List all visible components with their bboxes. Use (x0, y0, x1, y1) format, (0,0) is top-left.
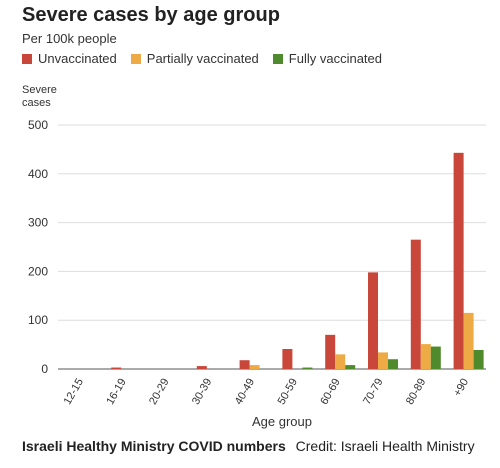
bar-fully-vaccinated-70-79 (388, 359, 398, 369)
bar-unvaccinated-80-89 (410, 239, 421, 369)
x-tick-label: 70-79 (361, 377, 385, 407)
legend-label-partially-vaccinated: Partially vaccinated (146, 51, 259, 66)
y-tick-label: 100 (28, 313, 48, 327)
x-tick-label: 60-69 (318, 377, 342, 407)
bar-unvaccinated-60-69 (325, 334, 336, 369)
legend-item-fully-vaccinated: Fully vaccinated (272, 51, 382, 66)
legend: Unvaccinated Partially vaccinated Fully … (22, 51, 396, 66)
y-tick-label: 500 (28, 118, 48, 132)
chart-title: Severe cases by age group (22, 4, 280, 26)
bar-unvaccinated-40-49 (239, 360, 250, 369)
chart-subtitle: Per 100k people (22, 31, 117, 46)
x-tick-label: 50-59 (276, 377, 300, 407)
x-tick-label: 16-19 (104, 377, 128, 407)
bar-partially-vaccinated-+90 (463, 312, 474, 369)
bar-unvaccinated-16-19 (111, 367, 122, 369)
legend-swatch-fully-vaccinated (272, 53, 283, 64)
bar-unvaccinated-50-59 (282, 348, 293, 369)
x-tick-label: 12-15 (62, 377, 86, 407)
bar-unvaccinated-+90 (453, 152, 464, 369)
legend-label-fully-vaccinated: Fully vaccinated (288, 51, 382, 66)
legend-item-unvaccinated: Unvaccinated (22, 51, 117, 66)
legend-swatch-partially-vaccinated (130, 53, 141, 64)
footer: Israeli Healthy Ministry COVID numbers C… (22, 438, 475, 454)
x-tick-label: 40-49 (233, 377, 257, 407)
y-tick-label: 400 (28, 167, 48, 181)
bar-fully-vaccinated-60-69 (345, 365, 356, 369)
x-tick-label: 80-89 (404, 377, 428, 407)
bar-partially-vaccinated-80-89 (420, 344, 431, 369)
x-tick-label: 30-39 (190, 377, 214, 407)
legend-label-unvaccinated: Unvaccinated (38, 51, 117, 66)
x-tick-label: +90 (451, 377, 471, 399)
bar-fully-vaccinated-+90 (473, 349, 484, 369)
bar-partially-vaccinated-70-79 (378, 352, 388, 369)
y-tick-label: 200 (28, 264, 48, 278)
source-note: Israeli Healthy Ministry COVID numbers (22, 438, 286, 454)
bar-unvaccinated-30-39 (196, 366, 207, 369)
x-axis-title: Age group (252, 414, 312, 429)
bar-partially-vaccinated-40-49 (249, 365, 260, 369)
y-tick-label: 300 (28, 216, 48, 230)
x-tick-label: 20-29 (147, 377, 171, 407)
bar-unvaccinated-70-79 (368, 272, 378, 369)
legend-item-partially-vaccinated: Partially vaccinated (130, 51, 259, 66)
bar-fully-vaccinated-50-59 (302, 367, 313, 369)
legend-swatch-unvaccinated (22, 53, 32, 64)
y-axis-title: Severe cases (22, 84, 57, 109)
y-tick-label: 0 (41, 362, 48, 376)
bar-fully-vaccinated-80-89 (430, 346, 441, 369)
bar-partially-vaccinated-60-69 (335, 354, 346, 369)
credit-note: Credit: Israeli Health Ministry (295, 438, 475, 454)
